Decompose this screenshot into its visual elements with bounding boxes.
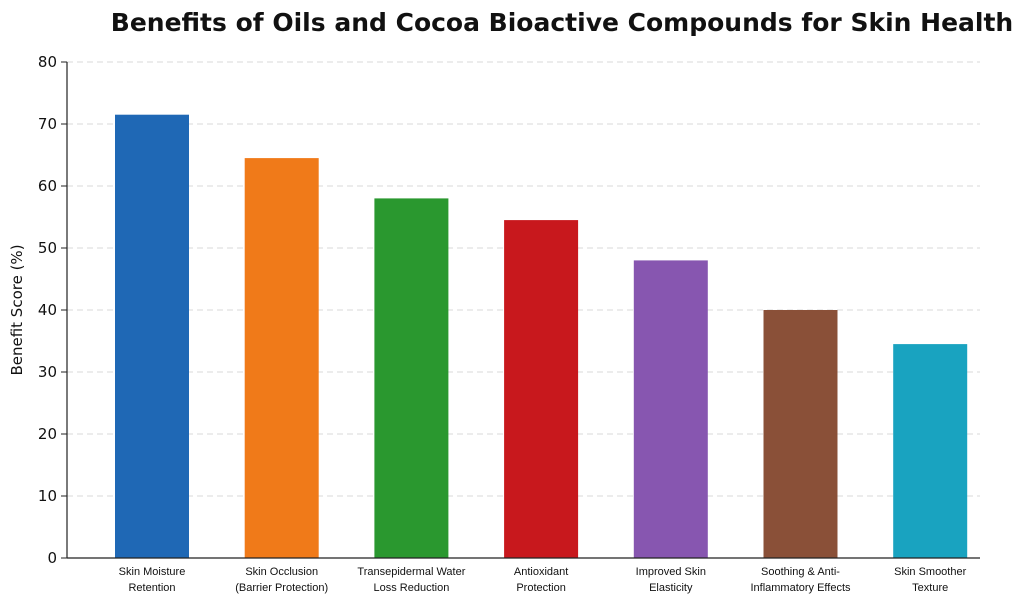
bar xyxy=(374,198,449,558)
x-category-label: Antioxidant xyxy=(514,566,568,578)
y-tick-label: 30 xyxy=(38,363,57,381)
y-tick-label: 0 xyxy=(47,549,57,567)
x-category-label: (Barrier Protection) xyxy=(235,582,328,594)
y-tick-label: 60 xyxy=(38,177,57,195)
y-tick-label: 70 xyxy=(38,115,57,133)
x-category-labels: Skin Moisture Retention Skin Occlusion (Bar… xyxy=(119,566,967,594)
chart-title: Benefits of Oils and Cocoa Bioactive Com… xyxy=(110,8,1014,37)
bar xyxy=(763,310,838,558)
y-tick-label: 50 xyxy=(38,239,57,257)
bar xyxy=(115,114,189,558)
y-axis-title: Benefit Score (%) xyxy=(8,244,26,375)
y-tick-label: 10 xyxy=(38,487,57,505)
x-category-label: Soothing & Anti- xyxy=(761,566,840,578)
x-category-label: Skin Occlusion xyxy=(245,566,318,578)
bar xyxy=(504,220,579,558)
bar xyxy=(893,344,968,558)
x-category-label: Protection xyxy=(516,582,566,594)
y-tick-label: 80 xyxy=(38,53,57,71)
x-category-label: Texture xyxy=(912,582,948,594)
x-category-label: Improved Skin xyxy=(636,566,706,578)
bars xyxy=(115,114,968,558)
x-category-label: Skin Moisture xyxy=(119,566,186,578)
x-category-label: Retention xyxy=(128,582,175,594)
y-tick-labels: 0 10 20 30 40 50 60 70 80 xyxy=(38,53,67,567)
x-category-label: Elasticity xyxy=(649,582,693,594)
bar xyxy=(244,158,319,558)
bar xyxy=(633,260,708,558)
x-category-label: Loss Reduction xyxy=(373,582,449,594)
y-tick-label: 20 xyxy=(38,425,57,443)
x-category-label: Inflammatory Effects xyxy=(750,582,851,594)
x-category-label: Skin Smoother xyxy=(894,566,966,578)
y-tick-label: 40 xyxy=(38,301,57,319)
x-category-label: Transepidermal Water xyxy=(357,566,465,578)
